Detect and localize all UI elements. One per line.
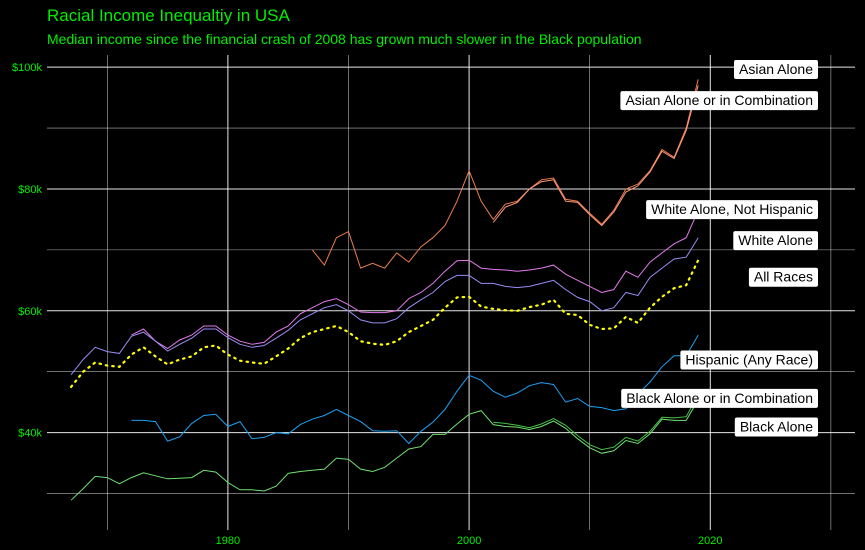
- series-label-text: Black Alone or in Combination: [626, 390, 813, 406]
- series-label: White Alone: [733, 231, 818, 251]
- series-label: Black Alone or in Combination: [621, 388, 818, 408]
- gridlines: [47, 55, 855, 530]
- series-label-box: [620, 91, 818, 111]
- y-tick-label: $100k: [12, 62, 42, 74]
- series-line-asian-alone: [311, 79, 699, 269]
- series-label-box: [646, 200, 818, 220]
- x-tick-label: 2020: [698, 535, 722, 547]
- series-line-black-alone: [70, 399, 699, 501]
- y-tick-label: $60k: [18, 306, 42, 318]
- series-line-all-races: [69, 259, 700, 388]
- series-label-text: Black Alone: [740, 418, 813, 434]
- series-label-box: [733, 231, 818, 251]
- series-label-text: Hispanic (Any Race): [685, 351, 813, 367]
- series-label-text: All Races: [754, 269, 813, 285]
- series-line-white-alone: [70, 237, 699, 376]
- series-line-asian-alone-or-in-combination: [492, 85, 699, 227]
- series-label-box: [621, 388, 818, 408]
- x-tick-label: 2000: [457, 535, 481, 547]
- series-lines: [69, 79, 700, 501]
- series-label-text: White Alone: [738, 232, 813, 248]
- series-line-white-alone-not-hispanic: [131, 210, 699, 350]
- x-axis-tick-labels: 1980 2000 2020: [216, 535, 723, 547]
- chart-title: Racial Income Inequaltiy in USA: [47, 6, 290, 25]
- series-label-box: [748, 267, 818, 287]
- y-tick-label: $80k: [18, 184, 42, 196]
- series-label: Asian Alone or in Combination: [620, 91, 818, 111]
- series-label-box: [734, 60, 818, 79]
- series-line-black-alone-or-in-combination: [493, 394, 699, 451]
- y-axis-tick-labels: $40k $60k $80k $100k: [12, 62, 42, 439]
- series-label: Black Alone: [734, 417, 818, 437]
- series-label-box: [734, 417, 818, 437]
- y-tick-label: $40k: [18, 428, 42, 440]
- series-labels: Asian Alone Asian Alone or in Combination…: [620, 60, 818, 437]
- series-label: Asian Alone: [734, 60, 818, 79]
- x-tick-label: 1980: [216, 535, 240, 547]
- series-label-text: Asian Alone: [739, 61, 813, 77]
- series-label: All Races: [748, 267, 818, 287]
- series-label-text: White Alone, Not Hispanic: [651, 201, 813, 217]
- chart-subtitle: Median income since the financial crash …: [47, 31, 642, 47]
- series-label-text: Asian Alone or in Combination: [625, 92, 813, 108]
- series-label: White Alone, Not Hispanic: [646, 200, 818, 220]
- series-label: Hispanic (Any Race): [680, 350, 818, 370]
- series-line-hispanic-any-race: [131, 334, 699, 445]
- series-label-box: [680, 350, 818, 370]
